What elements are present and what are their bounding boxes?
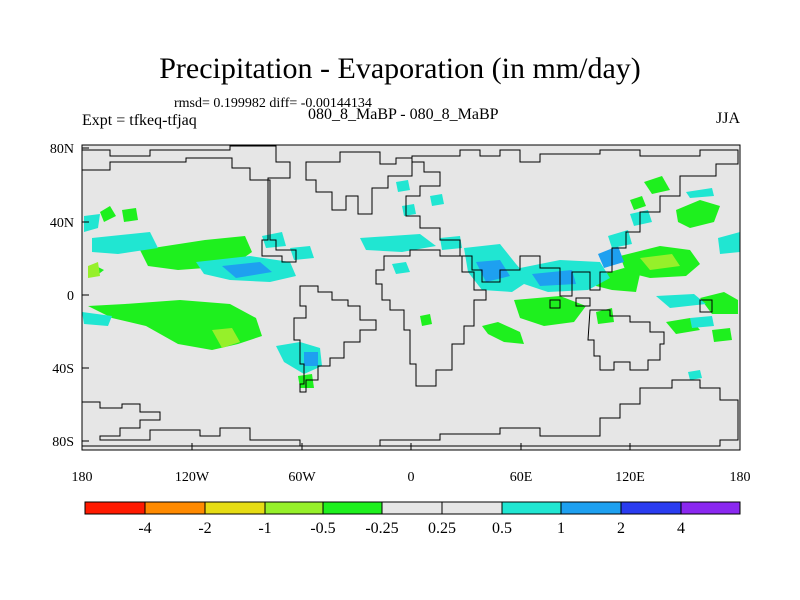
patch-small bbox=[420, 314, 432, 326]
patch-small bbox=[644, 176, 670, 194]
patch-small bbox=[690, 316, 714, 328]
patch-arabia-core bbox=[476, 260, 510, 282]
lon-tick-label: 60E bbox=[510, 470, 533, 485]
colorbar-box bbox=[621, 502, 681, 514]
lat-tick-label: 80N bbox=[50, 142, 74, 157]
patch-small bbox=[84, 214, 100, 232]
patch-small bbox=[630, 210, 652, 226]
colorbar-label: 4 bbox=[677, 520, 685, 537]
expt-label: Expt = tfkeq-tfjaq bbox=[82, 112, 197, 129]
patch-small bbox=[100, 206, 116, 222]
colorbar-box bbox=[145, 502, 205, 514]
patch-small bbox=[686, 188, 714, 198]
patch-s-pacific-core bbox=[212, 328, 240, 348]
coast-n-america bbox=[82, 145, 297, 263]
colorbar-label: -1 bbox=[258, 520, 271, 537]
patch-small bbox=[430, 194, 444, 206]
patch-caribbean-core bbox=[222, 262, 272, 278]
colorbar-box bbox=[265, 502, 323, 514]
patch-small bbox=[392, 262, 410, 274]
lon-tick-label: 0 bbox=[408, 470, 415, 485]
lon-tick-label: 120E bbox=[615, 470, 645, 485]
colorbar-box bbox=[323, 502, 382, 514]
lon-tick-label: 180 bbox=[730, 470, 751, 485]
lat-tick-label: 40S bbox=[52, 362, 74, 377]
patch-n-atlantic-cyan bbox=[360, 234, 436, 252]
coast-island bbox=[575, 297, 591, 307]
patch-e-pacific bbox=[700, 292, 738, 314]
coast-antarctica bbox=[82, 379, 739, 447]
coast-island bbox=[549, 299, 561, 309]
season-label: JJA bbox=[716, 110, 741, 127]
center-label: 080_8_MaBP - 080_8_MaBP bbox=[308, 106, 499, 123]
coast-greenland bbox=[305, 151, 413, 215]
stats-line: rmsd= 0.199982 diff= -0.00144134 bbox=[174, 96, 372, 111]
patch-s-atlantic-core bbox=[304, 352, 318, 366]
patch-n-pacific bbox=[676, 200, 720, 228]
colorbar-label: 1 bbox=[557, 520, 565, 537]
colorbar-label: 0.25 bbox=[428, 520, 456, 537]
patch-n-pacific-cyan bbox=[92, 232, 158, 254]
colorbar-box bbox=[502, 502, 561, 514]
colorbar-box bbox=[85, 502, 145, 514]
lon-tick-marks bbox=[81, 443, 741, 450]
lon-tick-label: 60W bbox=[288, 470, 316, 485]
coast-eurasia bbox=[405, 149, 739, 297]
colorbar-label: -0.5 bbox=[310, 520, 335, 537]
coastlines bbox=[82, 145, 739, 447]
patch-bay bbox=[598, 246, 624, 268]
lat-tick-label: 80S bbox=[52, 435, 74, 450]
colorbar-label: 0.5 bbox=[492, 520, 512, 537]
patch-small bbox=[290, 246, 314, 260]
patch-small bbox=[88, 262, 100, 278]
colorbar-label: -0.25 bbox=[365, 520, 398, 537]
colorbar-box bbox=[681, 502, 740, 514]
lat-tick-label: 40N bbox=[50, 216, 74, 231]
patch-small bbox=[402, 204, 416, 216]
coast-s-america bbox=[293, 285, 377, 393]
patch-indian-2 bbox=[514, 296, 586, 326]
colorbar-label: -2 bbox=[198, 520, 211, 537]
patch-small bbox=[396, 180, 410, 192]
coast-australia bbox=[587, 309, 665, 371]
colorbar-box bbox=[205, 502, 265, 514]
patch-small bbox=[688, 370, 702, 380]
map-background bbox=[82, 145, 740, 450]
patch-small bbox=[656, 294, 706, 308]
colorbar: -4 -2 -1 -0.5 -0.25 0.25 0.5 1 2 4 bbox=[84, 501, 741, 537]
patch-india-core bbox=[532, 270, 576, 286]
patch-small bbox=[82, 312, 112, 326]
coast-africa bbox=[375, 249, 487, 387]
patch-indian bbox=[482, 322, 524, 344]
patch-small bbox=[122, 208, 138, 222]
patch-small bbox=[712, 328, 732, 342]
colorbar-box bbox=[442, 502, 502, 514]
patch-small bbox=[718, 232, 740, 254]
lon-tick-label: 120W bbox=[175, 470, 210, 485]
lat-tick-marks bbox=[82, 147, 89, 442]
lat-tick-label: 0 bbox=[67, 289, 74, 304]
colorbar-label: 2 bbox=[617, 520, 625, 537]
chart-title: Precipitation - Evaporation (in mm/day) bbox=[159, 52, 641, 85]
coast-island bbox=[699, 299, 713, 313]
colorbar-box bbox=[561, 502, 621, 514]
colorbar-box bbox=[382, 502, 442, 514]
patch-w-pacific-core bbox=[640, 254, 680, 270]
patch-small bbox=[440, 236, 462, 250]
patch-small bbox=[630, 196, 646, 210]
anomaly-patches bbox=[82, 176, 740, 388]
lon-tick-label: 180 bbox=[72, 470, 93, 485]
colorbar-label: -4 bbox=[138, 520, 151, 537]
